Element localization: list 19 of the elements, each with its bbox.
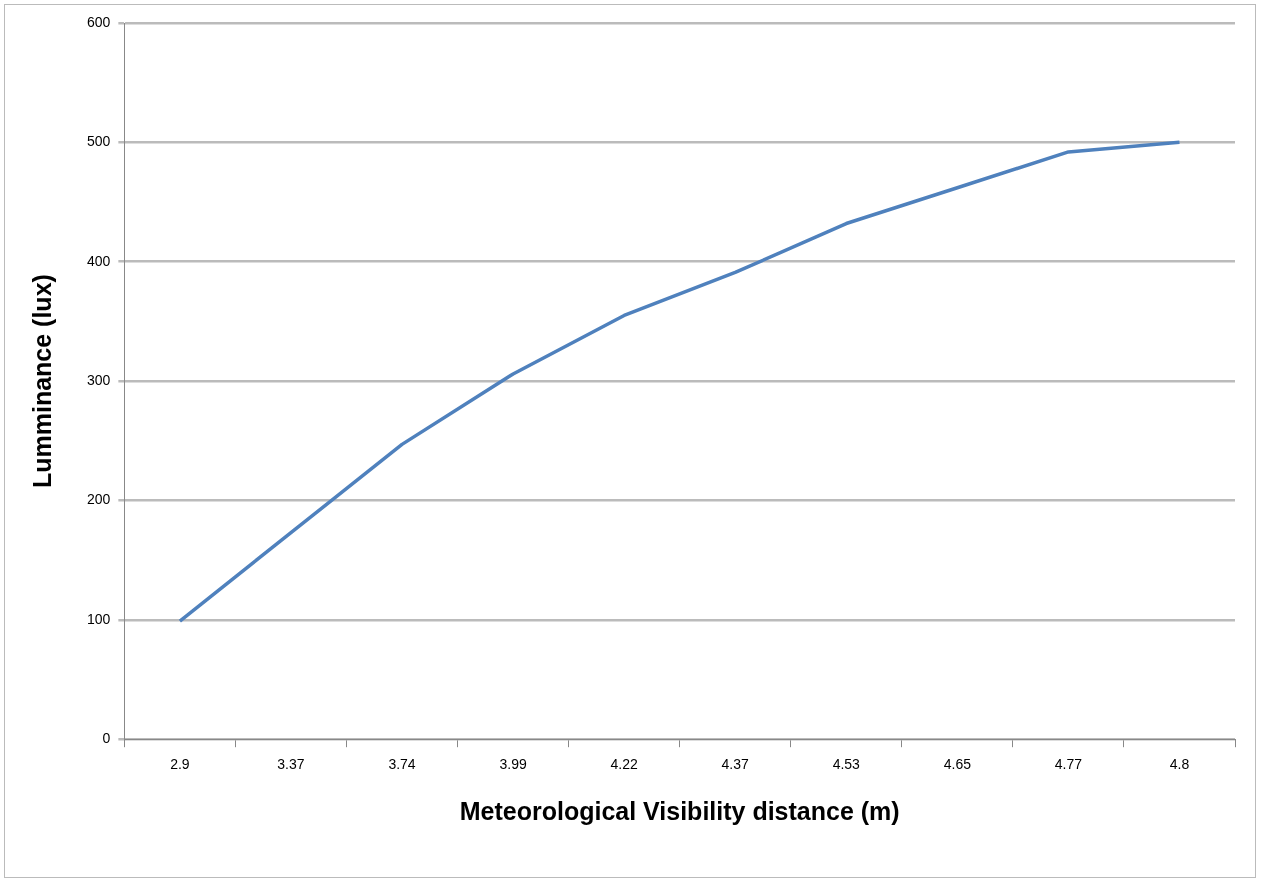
x-axis-title: Meteorological Visibility distance (m) — [459, 796, 900, 825]
x-tick-label: 3.37 — [277, 756, 305, 773]
y-axis-title: Lumminance (lux) — [27, 274, 56, 489]
y-tick-label: 100 — [87, 610, 111, 627]
x-tick-label: 4.77 — [1054, 756, 1083, 773]
x-tick-label: 4.53 — [832, 756, 861, 773]
x-tick-label: 4.65 — [943, 756, 972, 773]
x-tick-label: 4.8 — [1169, 756, 1190, 773]
x-tick-label: 4.37 — [721, 756, 750, 773]
y-tick-label: 200 — [87, 491, 111, 508]
y-tick-label: 300 — [87, 371, 111, 388]
y-tick-label: 500 — [87, 133, 111, 150]
x-tick-label: 3.74 — [388, 756, 416, 773]
x-tick-label: 3.99 — [499, 756, 527, 773]
x-tick-label: 4.22 — [610, 756, 638, 773]
y-tick-label: 0 — [102, 730, 111, 747]
y-tick-label: 600 — [87, 13, 111, 30]
x-tick-label: 2.9 — [170, 756, 190, 773]
y-tick-label: 400 — [87, 252, 111, 269]
